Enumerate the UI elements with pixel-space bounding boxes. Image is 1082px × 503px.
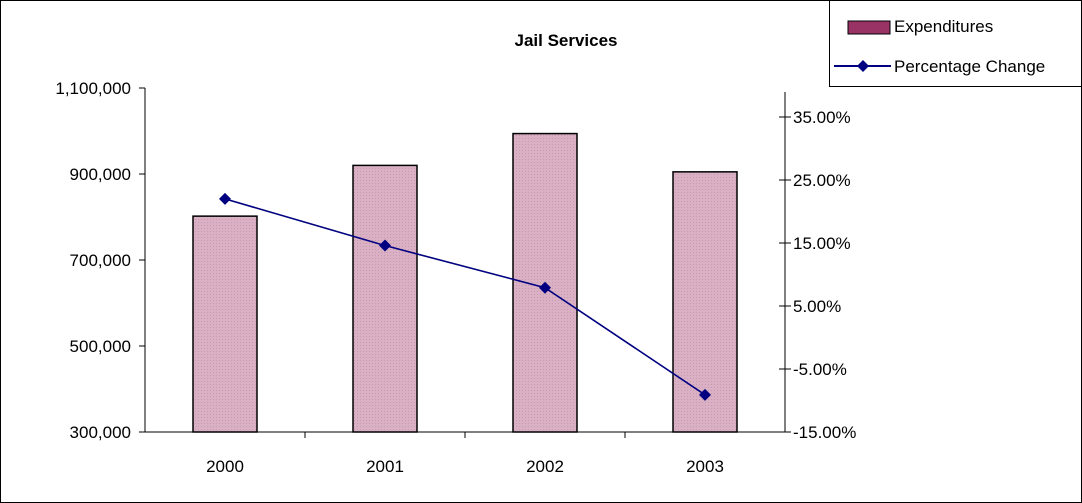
x-tick-label: 2001 (366, 457, 404, 476)
marker-percentage-change-2001 (379, 239, 391, 252)
legend-percentage-change-marker (857, 60, 869, 72)
x-tick-labels: 2000 2001 2002 2003 (206, 457, 724, 476)
y-left-tick-label: 700,000 (70, 251, 131, 270)
y-left-tick-label: 300,000 (70, 423, 131, 442)
y-right-tick-label: -15.00% (793, 423, 856, 442)
y-left-tick-labels: 300,000 500,000 700,000 900,000 1,100,000 (55, 79, 131, 442)
y-right-tick-label: 35.00% (793, 108, 851, 127)
chart-title: Jail Services (514, 31, 617, 50)
y-right-tick-label: -5.00% (793, 360, 847, 379)
marker-percentage-change-2003 (699, 388, 711, 401)
bar-expenditures-2000 (192, 215, 258, 433)
line-layer (219, 192, 711, 401)
y-left-tick-label: 500,000 (70, 337, 131, 356)
y-right-tick-labels: -15.00% -5.00% 5.00% 15.00% 25.00% 35.00% (793, 108, 856, 442)
y-right-tick-label: 25.00% (793, 171, 851, 190)
marker-percentage-change-2000 (219, 192, 231, 205)
y-left-tick-label: 900,000 (70, 165, 131, 184)
bar-expenditures-2001 (352, 164, 418, 433)
y-right-tick-label: 15.00% (793, 234, 851, 253)
legend-percentage-change-label: Percentage Change (894, 57, 1045, 76)
legend-box (829, 0, 1082, 87)
x-tick-label: 2003 (686, 457, 724, 476)
y-left-tick-label: 1,100,000 (55, 79, 131, 98)
legend-expenditures-label: Expenditures (894, 17, 993, 36)
y-right-tick-label: 5.00% (793, 297, 841, 316)
axes-layer (139, 87, 791, 438)
line-percentage-change (224, 198, 706, 396)
x-tick-label: 2002 (526, 457, 564, 476)
marker-percentage-change-2002 (539, 281, 551, 294)
legend-expenditures-swatch (847, 20, 891, 35)
x-tick-label: 2000 (206, 457, 244, 476)
legend: Expenditures Percentage Change (829, 0, 1082, 87)
